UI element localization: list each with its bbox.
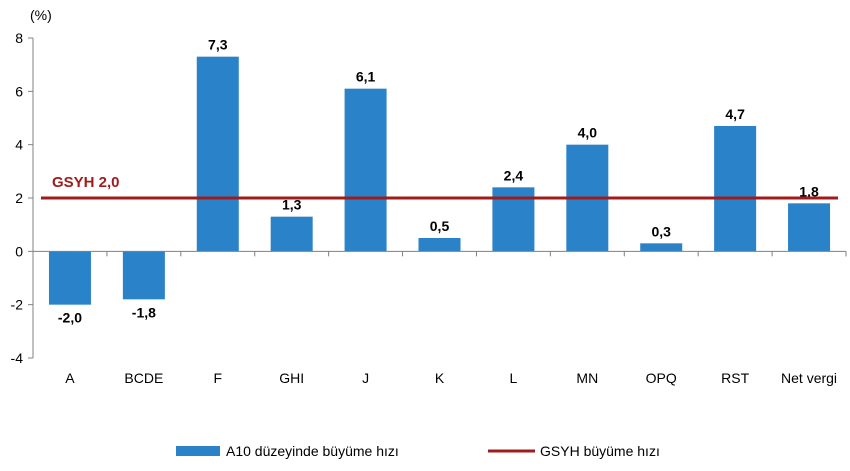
y-tick-label: 8 <box>15 30 23 46</box>
bar-data-label: -1,8 <box>132 304 156 320</box>
legend-bar-label: A10 düzeyinde büyüme hızı <box>226 443 399 459</box>
x-category-label: Net vergi <box>781 370 837 386</box>
bar <box>196 56 239 252</box>
bar <box>270 216 313 252</box>
data-labels: -2,0 -1,8 7,3 1,3 6,1 0,5 2,4 4,0 0,3 4,7 1,8 <box>58 37 819 326</box>
x-category-label: L <box>510 370 518 386</box>
bar-data-label: -2,0 <box>58 310 82 326</box>
bar <box>122 251 165 300</box>
y-tick-label: -4 <box>11 350 24 366</box>
bar <box>418 238 461 252</box>
bar <box>640 243 683 252</box>
bar-data-label: 7,3 <box>208 37 228 53</box>
bar <box>48 251 91 305</box>
x-category-label: BCDE <box>124 370 163 386</box>
bar-data-label: 2,4 <box>504 167 524 183</box>
x-category-label: J <box>362 370 369 386</box>
x-category-label: F <box>213 370 222 386</box>
bar-data-label: 1,3 <box>282 197 302 213</box>
gsyh-line-label: GSYH 2,0 <box>52 174 120 191</box>
legend-line-label: GSYH büyüme hızı <box>540 443 660 459</box>
legend-bar-swatch <box>176 446 220 456</box>
bar-series <box>48 56 831 305</box>
bar-data-label: 4,7 <box>725 106 745 122</box>
x-axis: A BCDE F GHI J K L MN OPQ RST Net vergi <box>32 250 847 386</box>
x-category-label: RST <box>721 370 749 386</box>
bar <box>788 203 831 252</box>
y-tick-label: 4 <box>15 137 23 153</box>
x-category-label: K <box>435 370 445 386</box>
y-tick-label: 2 <box>15 190 23 206</box>
y-axis: -4 -2 0 2 4 6 8 <box>11 30 34 366</box>
x-category-label: A <box>65 370 75 386</box>
bar-data-label: 6,1 <box>356 69 376 85</box>
y-tick-label: 6 <box>15 83 23 99</box>
x-category-label: GHI <box>279 370 304 386</box>
bar <box>714 126 757 252</box>
bar <box>344 88 387 252</box>
y-tick-label: 0 <box>15 243 23 259</box>
bar-data-label: 0,3 <box>651 223 671 239</box>
bar-data-label: 1,8 <box>799 183 819 199</box>
legend: A10 düzeyinde büyüme hızı GSYH büyüme hı… <box>176 443 660 459</box>
y-tick-label: -2 <box>11 297 24 313</box>
bar-data-label: 4,0 <box>578 125 598 141</box>
y-unit-label: (%) <box>30 7 52 23</box>
x-category-label: OPQ <box>646 370 677 386</box>
bar-data-label: 0,5 <box>430 218 450 234</box>
x-category-label: MN <box>576 370 598 386</box>
gsyh-reference-line: GSYH 2,0 <box>41 174 838 200</box>
